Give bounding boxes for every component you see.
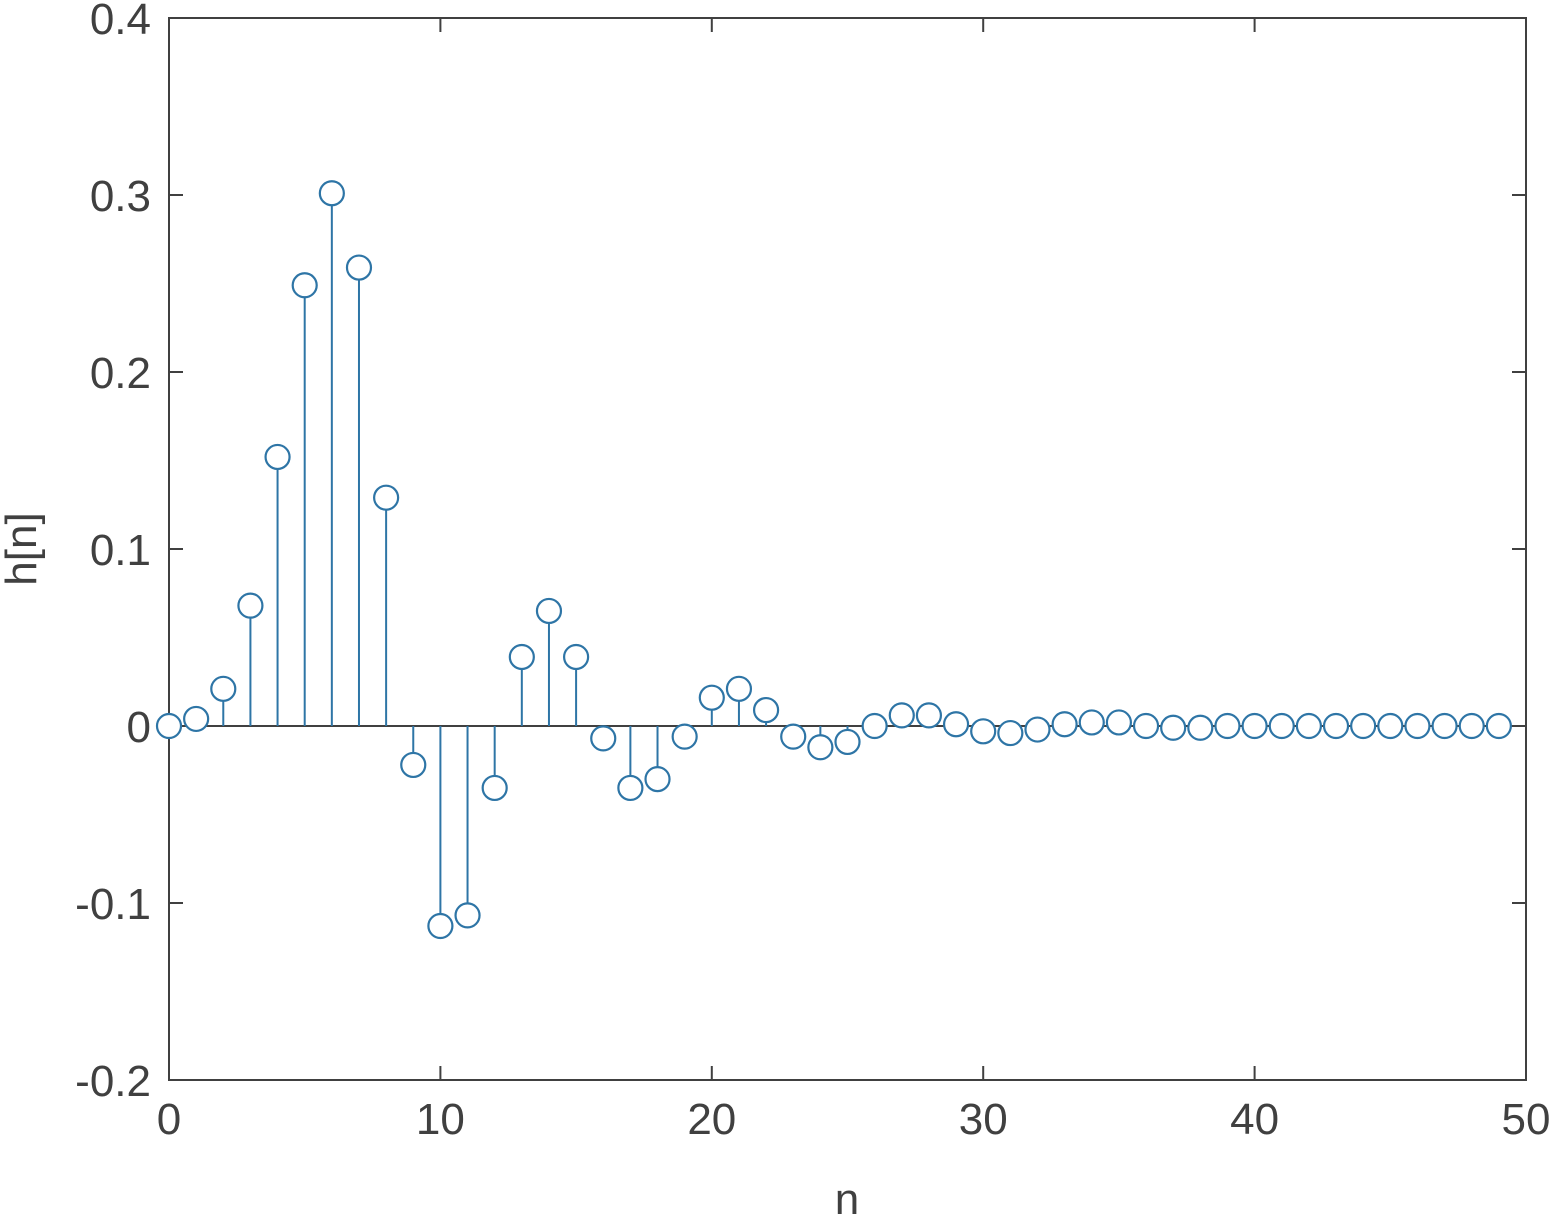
y-tick-label: -0.1	[75, 880, 151, 929]
stem-marker	[617, 774, 644, 802]
stem-marker	[562, 643, 590, 671]
stem-marker	[237, 592, 264, 619]
stem-marker	[1024, 716, 1051, 743]
x-tick-label: 0	[157, 1095, 181, 1144]
stem-marker	[400, 751, 427, 779]
stem-marker	[264, 443, 291, 471]
stem-marker	[590, 725, 617, 752]
stem-marker	[1214, 712, 1241, 740]
stem-marker	[427, 912, 454, 940]
stem-marker	[1078, 709, 1105, 736]
stem-marker	[210, 675, 237, 702]
x-axis-label: n	[835, 1175, 859, 1221]
stem-marker	[1160, 714, 1187, 741]
y-axis-label: h[n]	[0, 512, 46, 585]
stem-marker	[915, 702, 943, 729]
y-tick-label: -0.2	[75, 1057, 151, 1106]
stem-marker	[644, 765, 671, 793]
stem-marker	[834, 728, 861, 756]
stem-lines	[195, 193, 1202, 927]
stem-marker	[1295, 712, 1322, 740]
stem-marker	[888, 702, 915, 729]
stem-marker	[291, 272, 318, 299]
stem-marker	[698, 684, 725, 711]
x-tick-label: 30	[959, 1095, 1008, 1144]
stem-marker	[1051, 711, 1078, 738]
stem-markers	[155, 180, 1512, 940]
plot-box	[168, 17, 1527, 1081]
stem-marker	[345, 254, 373, 281]
stem-marker	[318, 180, 345, 207]
stem-marker	[481, 774, 508, 802]
stem-marker	[1377, 712, 1404, 740]
stem-marker	[807, 734, 834, 761]
stem-marker	[861, 712, 888, 740]
stem-marker	[942, 711, 970, 738]
stem-marker	[535, 597, 563, 625]
y-tick-labels: -0.2 -0.1 0 0.1 0.2 0.3 0.4	[75, 0, 151, 1106]
stem-marker	[1241, 712, 1268, 740]
y-tick-label: 0.3	[90, 172, 151, 221]
tick-marks	[168, 17, 1527, 1081]
stem-marker	[508, 643, 535, 671]
stem-marker	[997, 719, 1024, 747]
stem-marker	[1404, 712, 1431, 740]
stem-marker	[1268, 712, 1295, 740]
stem-marker	[373, 484, 400, 511]
stem-marker	[780, 723, 807, 750]
x-tick-label: 10	[416, 1095, 465, 1144]
x-tick-label: 40	[1230, 1095, 1279, 1144]
stem-marker	[1132, 712, 1160, 740]
y-tick-label: 0.1	[90, 526, 151, 575]
stem-marker	[1458, 712, 1485, 740]
stem-marker	[1187, 714, 1214, 741]
stem-marker	[671, 723, 698, 750]
stem-marker	[725, 675, 753, 702]
x-tick-label: 20	[687, 1095, 736, 1144]
stem-marker	[970, 718, 997, 745]
x-tick-label: 50	[1502, 1095, 1551, 1144]
axes	[168, 17, 1527, 1081]
stem-marker	[1350, 712, 1377, 740]
stem-marker	[1431, 712, 1458, 740]
stem-marker	[155, 712, 183, 740]
stem-marker	[1485, 712, 1512, 740]
y-tick-label: 0.4	[90, 0, 151, 44]
stem-marker	[1105, 709, 1133, 736]
stem-marker	[1322, 712, 1350, 740]
stem-marker	[454, 902, 481, 929]
x-tick-labels: 0 10 20 30 40 50	[157, 1095, 1551, 1144]
y-tick-label: 0	[127, 703, 151, 752]
stem-marker	[183, 705, 210, 733]
y-tick-label: 0.2	[90, 349, 151, 398]
stem-marker	[752, 696, 780, 724]
